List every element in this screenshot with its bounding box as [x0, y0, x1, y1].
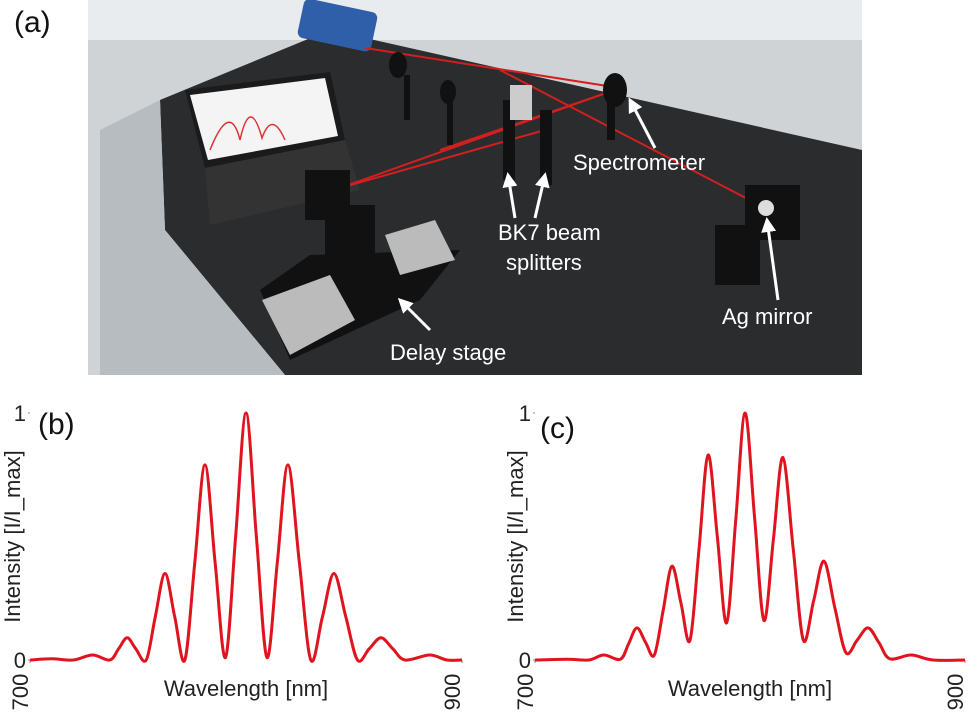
x-tick-label: 700: [8, 674, 33, 711]
y-tick-label: 1: [519, 401, 531, 426]
spectrum-line: [534, 411, 966, 662]
x-tick-label: 900: [440, 674, 465, 711]
annotation: Ag mirror: [722, 304, 812, 329]
mirror-face: [758, 200, 774, 216]
stage-plate: [262, 275, 355, 355]
x-tick-label: 700: [513, 674, 538, 711]
arrows: [397, 97, 780, 332]
y-axis-label: Intensity [I/I_max]: [0, 450, 25, 622]
floor: [100, 100, 285, 375]
panel-label: (c): [540, 412, 575, 445]
panel-label: (b): [38, 408, 75, 441]
x-axis-label: Wavelength [nm]: [164, 676, 328, 701]
y-axis-label: Intensity [I/I_max]: [503, 450, 528, 622]
y-tick-label: 1: [14, 401, 26, 426]
laptop-keyboard: [205, 140, 360, 225]
annotation: Delay stage: [390, 340, 506, 365]
setup-render: Spectrometer BK7 beam splitters Delay st…: [88, 0, 862, 375]
x-tick-label: 900: [943, 674, 968, 711]
laser: [297, 0, 378, 52]
y-tick-label: 0: [519, 648, 531, 673]
annotation: Spectrometer: [573, 150, 705, 175]
x-axis-label: Wavelength [nm]: [668, 676, 832, 701]
panel-label: (a): [14, 6, 51, 39]
stage-plate: [385, 220, 455, 275]
ceiling: [88, 0, 862, 40]
laptop-display: [190, 78, 338, 160]
annotation: splitters: [506, 250, 582, 275]
laptop-plot: [209, 116, 286, 151]
annotation: BK7 beam: [498, 220, 601, 245]
spectrum-line: [29, 411, 463, 663]
y-tick-label: 0: [14, 648, 26, 673]
